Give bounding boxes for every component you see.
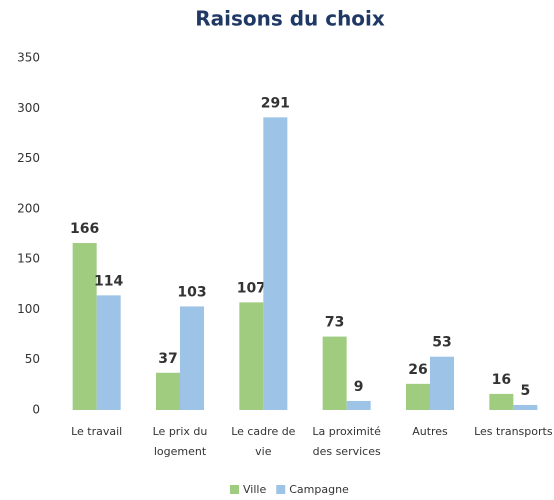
data-label: 73 (325, 315, 344, 331)
legend-swatch (230, 485, 239, 494)
data-label: 107 (237, 280, 266, 296)
y-tick-label: 0 (32, 403, 40, 417)
bar (180, 306, 204, 410)
bar (156, 372, 180, 410)
data-label: 37 (158, 351, 177, 367)
x-tick-label: Le travail (71, 425, 123, 438)
bar (430, 356, 454, 410)
legend-swatch (276, 485, 286, 494)
data-label: 291 (261, 95, 290, 111)
data-label: 166 (70, 221, 99, 237)
data-label: 9 (354, 379, 364, 395)
bar (406, 383, 430, 410)
y-tick-label: 250 (17, 151, 40, 165)
bar (96, 295, 121, 410)
data-label: 114 (94, 273, 123, 289)
bar (263, 117, 288, 410)
bar (513, 404, 538, 410)
chart-title: Raisons du choix (195, 7, 385, 31)
bar (489, 393, 514, 410)
data-label: 53 (432, 335, 451, 351)
data-label: 16 (492, 372, 511, 388)
y-tick-label: 300 (17, 101, 40, 115)
bar (72, 243, 97, 410)
y-tick-label: 200 (17, 201, 40, 215)
legend-label: Campagne (289, 483, 349, 496)
x-tick-label: Le cadre de vie (231, 425, 296, 458)
data-label: 103 (177, 284, 206, 300)
y-tick-label: 50 (25, 352, 40, 366)
x-tick-label: Le prix du logement (152, 425, 208, 458)
y-tick-label: 100 (17, 302, 40, 316)
x-tick-label: Les transports (474, 425, 553, 438)
legend-label: Ville (243, 483, 266, 496)
x-tick-label: Autres (412, 425, 448, 438)
bar (322, 336, 347, 410)
y-tick-label: 350 (17, 51, 40, 65)
bar (346, 400, 371, 410)
data-label: 26 (408, 362, 427, 378)
x-tick-label: La proximité des services (312, 425, 381, 458)
y-tick-label: 150 (17, 252, 40, 266)
bar (239, 302, 264, 410)
data-label: 5 (520, 383, 530, 399)
